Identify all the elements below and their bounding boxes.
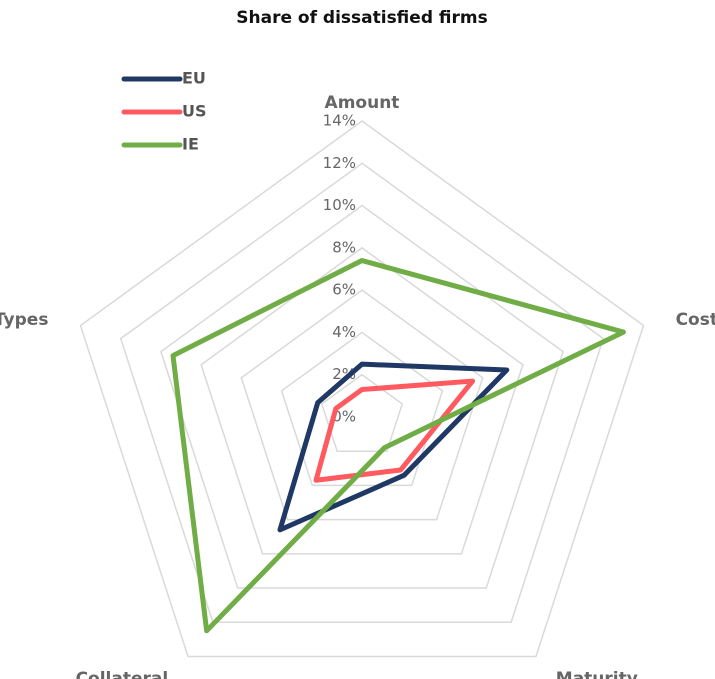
grid-line <box>160 204 564 589</box>
y-tick-label: 8% <box>332 238 356 256</box>
y-tick-label: 0% <box>332 408 356 426</box>
y-tick-label: 4% <box>332 323 356 341</box>
grid-line <box>320 373 404 452</box>
grid-line <box>119 162 605 624</box>
grid-line <box>200 246 524 555</box>
axis-label: Maturity <box>556 669 638 679</box>
grid-line <box>280 331 444 487</box>
series-line <box>277 361 510 533</box>
grid-line <box>240 289 484 521</box>
y-tick-label: 6% <box>332 281 356 299</box>
series-line <box>170 258 626 634</box>
y-tick-label: 10% <box>323 196 356 214</box>
legend-label: US <box>182 102 207 121</box>
chart-title: Share of dissatisfied firms <box>236 8 487 28</box>
y-tick-label: 2% <box>332 365 356 383</box>
y-tick-label: 14% <box>323 112 356 130</box>
axis-label: Types <box>0 310 48 330</box>
y-tick-label: 12% <box>323 154 356 172</box>
axis-label: Cost <box>676 310 715 330</box>
axis-label: Amount <box>325 93 400 113</box>
grid-line <box>79 120 645 658</box>
axis-label: Collateral <box>76 669 169 679</box>
legend-label: IE <box>182 135 199 154</box>
legend-label: EU <box>182 69 206 88</box>
